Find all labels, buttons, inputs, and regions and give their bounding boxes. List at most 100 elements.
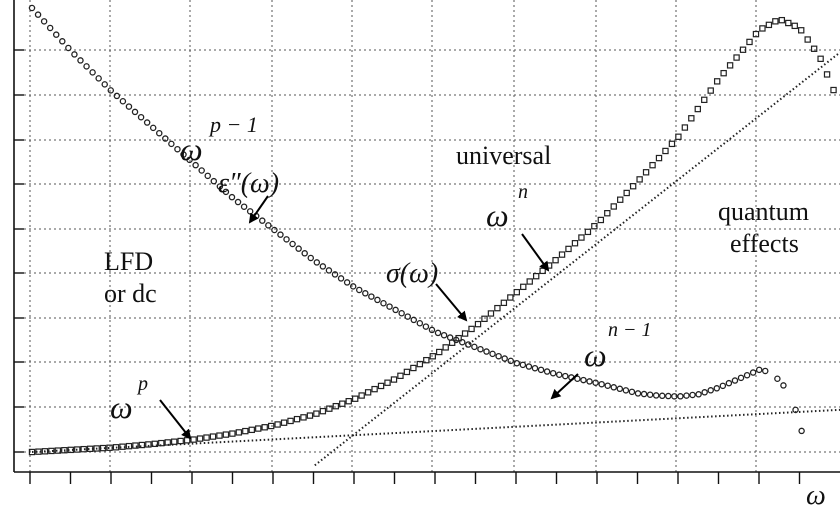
epsilon-point-57 <box>374 296 381 304</box>
sigma-point-1 <box>35 448 42 455</box>
epsilon-point-16 <box>125 103 133 110</box>
sigma-point-26 <box>196 435 204 442</box>
epsilon-point-13 <box>107 87 115 94</box>
epsilon-point-18 <box>137 113 145 121</box>
sigma-point-104 <box>701 96 708 104</box>
epsilon-point-84 <box>537 366 545 374</box>
epsilon-point-14 <box>113 92 121 100</box>
sigma-point-50 <box>352 395 359 402</box>
sigma-point-58 <box>403 368 411 376</box>
sigma-point-107 <box>720 69 727 77</box>
epsilon-point-72 <box>465 341 472 348</box>
sigma-point-81 <box>552 256 559 264</box>
epsilon-series <box>28 4 805 435</box>
epsilon-point-67 <box>434 329 442 337</box>
sigma-point-54 <box>377 382 385 390</box>
sigma-point-89 <box>604 210 611 217</box>
sigma-point-41 <box>293 415 301 423</box>
epsilon-point-29 <box>204 172 211 180</box>
sigma-point-22 <box>171 438 178 445</box>
sigma-point-13 <box>112 444 120 451</box>
epsilon-point-53 <box>349 283 357 290</box>
sigma-point-18 <box>145 441 152 448</box>
sigma-point-60 <box>416 360 424 368</box>
sigma-point-34 <box>248 426 255 434</box>
sigma-point-43 <box>306 412 314 419</box>
epsilon-point-73 <box>471 343 478 351</box>
sigma-point-12 <box>106 444 113 451</box>
sigma-point-20 <box>158 439 165 447</box>
epsilon-point-103 <box>652 392 660 399</box>
epsilon-point-28 <box>198 167 205 174</box>
sigma-point-82 <box>558 251 566 258</box>
epsilon-point-64 <box>416 319 424 327</box>
sigma-point-36 <box>261 424 268 431</box>
epsilon-point-108 <box>683 392 690 399</box>
epsilon-point-125 <box>798 427 805 435</box>
epsilon-point-107 <box>677 393 684 400</box>
sigma-point-15 <box>125 442 133 450</box>
epsilon-point-26 <box>186 156 193 164</box>
sigma-point-106 <box>713 78 721 85</box>
axis-ticks <box>14 49 801 484</box>
quantum-label: quantum <box>718 197 809 226</box>
sigma-point-57 <box>397 372 404 380</box>
epsilon-point-82 <box>525 363 533 370</box>
sigma-point-92 <box>623 189 630 197</box>
epsilon-point-75 <box>483 348 490 355</box>
sigma-point-55 <box>384 379 391 386</box>
sigma-point-16 <box>132 442 139 449</box>
sigma-point-88 <box>597 216 605 224</box>
sigma-point-53 <box>371 385 378 393</box>
omega-p-trend-line <box>31 408 840 453</box>
sigma-point-24 <box>183 437 191 444</box>
sigma-point-115 <box>772 18 779 25</box>
epsilon-point-10 <box>89 69 96 76</box>
effects-label: effects <box>730 229 799 258</box>
epsilon-point-45 <box>301 250 308 257</box>
epsilon-point-85 <box>543 368 551 375</box>
sigma-point-123 <box>823 71 831 78</box>
epsilon-point-11 <box>95 75 102 82</box>
epsilon-point-25 <box>180 151 187 158</box>
sigma-point-87 <box>591 222 598 230</box>
epsilon-point-76 <box>489 350 496 358</box>
epsilon-point-6 <box>65 44 72 52</box>
sigma-point-4 <box>54 447 62 454</box>
sigma-point-100 <box>675 133 682 140</box>
epsilon-point-66 <box>428 326 436 334</box>
sigma-point-72 <box>494 304 501 312</box>
epsilon-point-119 <box>749 369 757 376</box>
sigma-point-86 <box>584 228 592 236</box>
sigma-point-59 <box>410 364 417 372</box>
epsilon-point-100 <box>634 390 642 397</box>
sigma-point-68 <box>468 325 475 333</box>
sigma-point-77 <box>526 278 533 285</box>
epsilon-point-122 <box>774 375 781 382</box>
epsilon-point-104 <box>658 392 666 400</box>
epsilon-point-20 <box>149 124 157 132</box>
epsilon-point-120 <box>755 366 763 374</box>
epsilon-point-15 <box>119 97 127 105</box>
epsilon-point-113 <box>713 385 721 392</box>
epsilon-point-40 <box>271 226 278 234</box>
sigma-point-93 <box>629 183 637 190</box>
sigma-point-56 <box>390 376 398 383</box>
sigma-point-85 <box>578 234 585 241</box>
omega-p-minus-1-label: ω <box>180 131 203 167</box>
sigma-point-33 <box>242 427 249 435</box>
sigma-point-67 <box>461 330 469 337</box>
sigma-point-84 <box>571 240 579 247</box>
epsilon-point-91 <box>580 376 587 384</box>
epsilon-point-114 <box>719 382 727 390</box>
epsilon-point-41 <box>277 231 284 238</box>
sigma-point-91 <box>617 196 624 203</box>
epsilon-point-46 <box>307 254 315 262</box>
epsilon-point-17 <box>131 108 139 116</box>
epsilon-point-124 <box>792 406 799 414</box>
epsilon-point-24 <box>174 145 181 153</box>
epsilon-point-31 <box>216 183 224 190</box>
sigma-point-11 <box>99 444 107 452</box>
epsilon-point-121 <box>762 367 769 375</box>
omega-n-trend-line <box>314 51 840 467</box>
